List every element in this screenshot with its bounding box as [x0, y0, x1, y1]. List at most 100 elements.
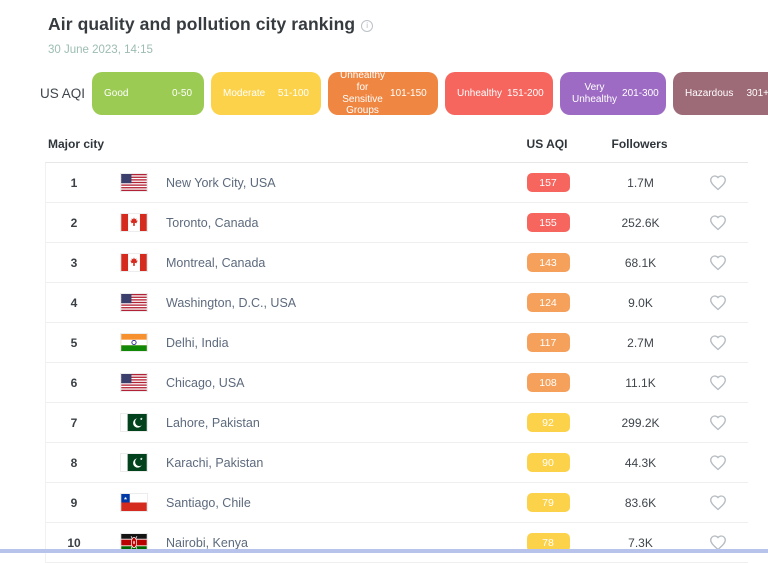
- followers-count: 11.1K: [625, 375, 656, 390]
- city-name-link[interactable]: Delhi, India: [166, 335, 229, 350]
- heart-icon: [708, 493, 728, 512]
- favorite-button[interactable]: [688, 173, 748, 192]
- legend-badge-unhealthy: Unhealthy 151-200: [445, 72, 553, 115]
- favorite-button[interactable]: [688, 213, 748, 232]
- aqi-value-badge: 124: [526, 293, 570, 312]
- table-row: 4 Washington, D.C., USA 124 9.0K: [46, 283, 748, 323]
- city-name-link[interactable]: Lahore, Pakistan: [166, 415, 260, 430]
- aqi-value-badge: 143: [526, 253, 570, 272]
- table-row: 9 Santiago, Chile 79 83.6K: [46, 483, 748, 523]
- aqi-cell: 124: [503, 293, 593, 312]
- usa-flag-icon: [102, 174, 166, 191]
- table-header-row: Major city US AQI Followers: [45, 125, 748, 162]
- legend-badge-name: Moderate: [223, 87, 266, 99]
- rank-number: 4: [70, 295, 78, 310]
- legend-badge-good: Good 0-50: [92, 72, 204, 115]
- legend-badge-range: 301+: [746, 88, 768, 99]
- india-flag-icon: [102, 334, 166, 351]
- followers-count: 1.7M: [627, 175, 654, 190]
- aqi-value-badge: 78: [526, 533, 570, 552]
- table-row: 3 Montreal, Canada 143 68.1K: [46, 243, 748, 283]
- usa-flag-icon: [102, 374, 166, 391]
- page-header: Air quality and pollution city ranking i: [48, 14, 374, 35]
- rank-number: 10: [67, 535, 81, 550]
- legend-badge-name: Very Unhealthy: [572, 81, 618, 105]
- column-header-aqi: US AQI: [526, 136, 568, 151]
- rank-number: 2: [70, 215, 78, 230]
- aqi-value-badge: 90: [526, 453, 570, 472]
- favorite-button[interactable]: [688, 253, 748, 272]
- followers-count: 7.3K: [628, 535, 653, 550]
- legend-badge-hazardous: Hazardous 301+: [673, 72, 768, 115]
- aqi-cell: 155: [503, 213, 593, 232]
- favorite-button[interactable]: [688, 533, 748, 552]
- pakistan-flag-icon: [102, 414, 166, 431]
- aqi-cell: 157: [503, 173, 593, 192]
- legend-badges: Good 0-50 Moderate 51-100 Unhealthy for Sens…: [92, 70, 768, 116]
- heart-icon: [708, 173, 728, 192]
- heart-icon: [708, 453, 728, 472]
- city-name-link[interactable]: New York City, USA: [166, 175, 276, 190]
- rank-number: 9: [70, 495, 78, 510]
- city-name-link[interactable]: Karachi, Pakistan: [166, 455, 264, 470]
- heart-icon: [708, 413, 728, 432]
- table-row: 10 Nairobi, Kenya 78 7.3K: [46, 523, 748, 563]
- page-date: 30 June 2023, 14:15: [48, 44, 153, 56]
- usa-flag-icon: [102, 294, 166, 311]
- aqi-cell: 92: [503, 413, 593, 432]
- favorite-button[interactable]: [688, 333, 748, 352]
- followers-count: 83.6K: [624, 495, 657, 510]
- aqi-value-badge: 155: [526, 213, 570, 232]
- legend-badge-unhealthy-for-sensitive-groups: Unhealthy for Sensitive Groups 101-150: [328, 70, 438, 116]
- table-row: 6 Chicago, USA 108 11.1K: [46, 363, 748, 403]
- aqi-value-badge: 117: [526, 333, 570, 352]
- aqi-value-badge: 92: [526, 413, 570, 432]
- canada-flag-icon: [102, 214, 166, 231]
- heart-icon: [708, 253, 728, 272]
- favorite-button[interactable]: [688, 453, 748, 472]
- rank-number: 7: [70, 415, 78, 430]
- followers-count: 68.1K: [624, 255, 657, 270]
- legend-badge-range: 0-50: [171, 88, 192, 99]
- legend-badge-very-unhealthy: Very Unhealthy 201-300: [560, 72, 666, 115]
- city-name-link[interactable]: Washington, D.C., USA: [166, 295, 297, 310]
- favorite-button[interactable]: [688, 373, 748, 392]
- city-name-link[interactable]: Chicago, USA: [166, 375, 245, 390]
- aqi-cell: 78: [503, 533, 593, 552]
- rank-number: 6: [70, 375, 78, 390]
- rank-number: 8: [70, 455, 78, 470]
- followers-count: 252.6K: [621, 215, 660, 230]
- column-header-followers: Followers: [611, 136, 668, 151]
- bottom-edge-bar: [0, 549, 768, 553]
- legend-badge-range: 101-150: [390, 88, 427, 99]
- favorite-button[interactable]: [688, 413, 748, 432]
- aqi-value-badge: 79: [526, 493, 570, 512]
- aqi-cell: 108: [503, 373, 593, 392]
- table-row: 7 Lahore, Pakistan 92 299.2K: [46, 403, 748, 443]
- canada-flag-icon: [102, 254, 166, 271]
- aqi-cell: 143: [503, 253, 593, 272]
- legend-badge-name: Unhealthy: [457, 87, 503, 99]
- kenya-flag-icon: [102, 534, 166, 551]
- info-icon[interactable]: i: [361, 20, 374, 32]
- legend-badge-range: 51-100: [277, 88, 309, 99]
- aqi-legend: US AQI Good 0-50 Moderate 51-100 Unhealthy f…: [40, 70, 768, 116]
- table-row: 8 Karachi, Pakistan 90 44.3K: [46, 443, 748, 483]
- city-name-link[interactable]: Santiago, Chile: [166, 495, 251, 510]
- page-title: Air quality and pollution city ranking: [48, 14, 356, 34]
- city-name-link[interactable]: Montreal, Canada: [166, 255, 266, 270]
- city-name-link[interactable]: Toronto, Canada: [166, 215, 259, 230]
- favorite-button[interactable]: [688, 293, 748, 312]
- heart-icon: [708, 533, 728, 552]
- table-row: 2 Toronto, Canada 155 252.6K: [46, 203, 748, 243]
- city-name-link[interactable]: Nairobi, Kenya: [166, 535, 248, 550]
- pakistan-flag-icon: [102, 454, 166, 471]
- heart-icon: [708, 373, 728, 392]
- heart-icon: [708, 293, 728, 312]
- aqi-cell: 117: [503, 333, 593, 352]
- followers-count: 299.2K: [621, 415, 660, 430]
- favorite-button[interactable]: [688, 493, 748, 512]
- followers-count: 2.7M: [627, 335, 654, 350]
- legend-badge-moderate: Moderate 51-100: [211, 72, 321, 115]
- legend-badge-range: 151-200: [507, 88, 544, 99]
